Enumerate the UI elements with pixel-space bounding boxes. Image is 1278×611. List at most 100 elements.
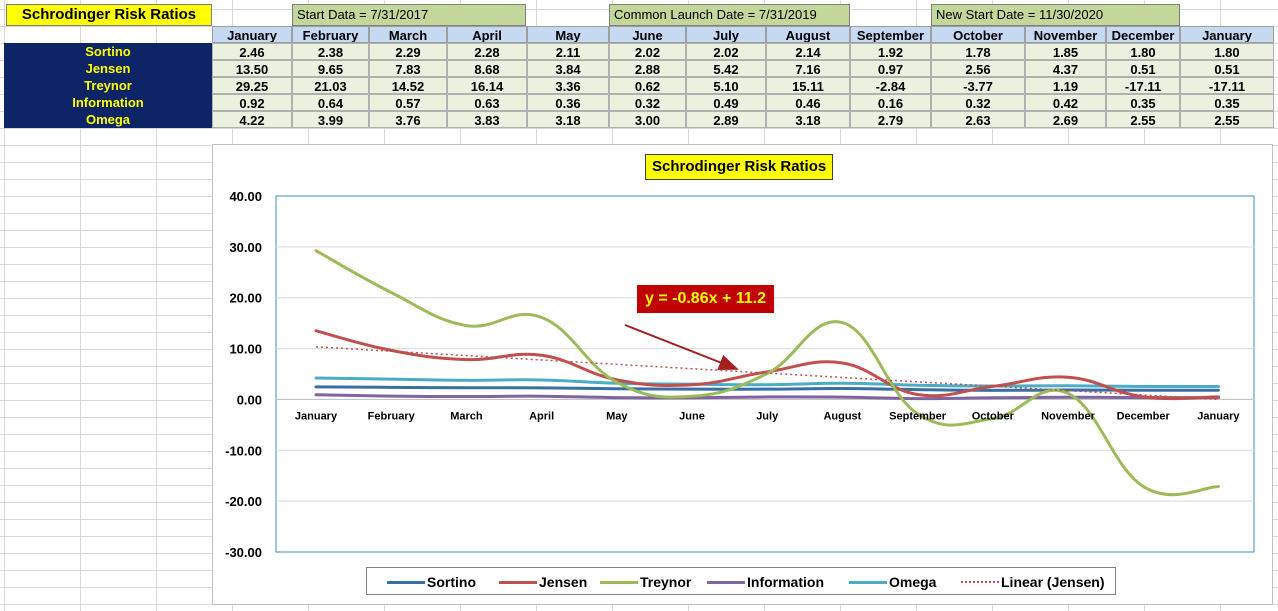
- table-cell[interactable]: -2.84: [850, 77, 931, 94]
- table-cell[interactable]: 0.97: [850, 60, 931, 77]
- month-header[interactable]: May: [527, 26, 609, 43]
- equation-arrow: [624, 324, 739, 370]
- legend-label: Information: [747, 574, 824, 590]
- table-cell[interactable]: 3.00: [609, 111, 686, 128]
- table-cell[interactable]: 8.68: [447, 60, 527, 77]
- new-start-banner[interactable]: New Start Date = 11/30/2020: [931, 4, 1180, 26]
- legend-swatch: [707, 580, 745, 584]
- sheet-title[interactable]: Schrodinger Risk Ratios: [6, 4, 212, 26]
- table-cell[interactable]: 21.03: [292, 77, 369, 94]
- table-cell[interactable]: 2.55: [1180, 111, 1274, 128]
- table-cell[interactable]: 1.78: [931, 43, 1025, 60]
- table-cell[interactable]: 1.92: [850, 43, 931, 60]
- table-cell[interactable]: 3.76: [369, 111, 447, 128]
- table-cell[interactable]: 14.52: [369, 77, 447, 94]
- table-cell[interactable]: 3.18: [766, 111, 850, 128]
- month-header[interactable]: February: [292, 26, 369, 43]
- legend-item: Linear (Jensen): [961, 568, 1104, 596]
- y-tick-label: 20.00: [229, 291, 262, 306]
- table-cell[interactable]: 0.32: [609, 94, 686, 111]
- table-cell[interactable]: 2.38: [292, 43, 369, 60]
- table-cell[interactable]: 0.51: [1106, 60, 1180, 77]
- table-cell[interactable]: 2.02: [609, 43, 686, 60]
- table-cell[interactable]: -17.11: [1106, 77, 1180, 94]
- table-cell[interactable]: 3.83: [447, 111, 527, 128]
- row-label[interactable]: Information: [4, 94, 212, 111]
- legend-swatch: [387, 580, 425, 584]
- table-cell[interactable]: 0.57: [369, 94, 447, 111]
- table-cell[interactable]: 0.35: [1180, 94, 1274, 111]
- table-cell[interactable]: 7.16: [766, 60, 850, 77]
- table-cell[interactable]: 0.49: [686, 94, 766, 111]
- table-cell[interactable]: -17.11: [1180, 77, 1274, 94]
- table-cell[interactable]: 0.64: [292, 94, 369, 111]
- table-cell[interactable]: 0.35: [1106, 94, 1180, 111]
- table-cell[interactable]: 0.62: [609, 77, 686, 94]
- table-cell[interactable]: 0.92: [212, 94, 292, 111]
- table-cell[interactable]: 0.32: [931, 94, 1025, 111]
- table-cell[interactable]: 5.10: [686, 77, 766, 94]
- table-cell[interactable]: 3.18: [527, 111, 609, 128]
- table-cell[interactable]: 2.69: [1025, 111, 1106, 128]
- month-header[interactable]: October: [931, 26, 1025, 43]
- table-cell[interactable]: 0.51: [1180, 60, 1274, 77]
- table-cell[interactable]: -3.77: [931, 77, 1025, 94]
- month-header[interactable]: November: [1025, 26, 1106, 43]
- table-cell[interactable]: 2.89: [686, 111, 766, 128]
- table-cell[interactable]: 1.19: [1025, 77, 1106, 94]
- row-label[interactable]: Sortino: [4, 43, 212, 60]
- table-cell[interactable]: 0.42: [1025, 94, 1106, 111]
- table-cell[interactable]: 2.63: [931, 111, 1025, 128]
- month-header[interactable]: August: [766, 26, 850, 43]
- legend-swatch: [961, 581, 999, 583]
- table-cell[interactable]: 4.22: [212, 111, 292, 128]
- month-header[interactable]: September: [850, 26, 931, 43]
- x-tick-label: June: [679, 410, 705, 422]
- table-cell[interactable]: 2.28: [447, 43, 527, 60]
- month-header[interactable]: December: [1106, 26, 1180, 43]
- table-cell[interactable]: 7.83: [369, 60, 447, 77]
- row-label[interactable]: Omega: [4, 111, 212, 128]
- table-cell[interactable]: 2.55: [1106, 111, 1180, 128]
- plot-area: [275, 195, 1255, 553]
- table-cell[interactable]: 16.14: [447, 77, 527, 94]
- y-tick-label: -30.00: [225, 545, 262, 560]
- launch-date-banner[interactable]: Common Launch Date = 7/31/2019: [609, 4, 850, 26]
- x-tick-label: January: [1197, 410, 1240, 422]
- month-header[interactable]: June: [609, 26, 686, 43]
- start-date-banner[interactable]: Start Data = 7/31/2017: [292, 4, 526, 26]
- table-cell[interactable]: 0.46: [766, 94, 850, 111]
- table-cell[interactable]: 2.56: [931, 60, 1025, 77]
- table-cell[interactable]: 29.25: [212, 77, 292, 94]
- table-cell[interactable]: 2.29: [369, 43, 447, 60]
- table-cell[interactable]: 2.88: [609, 60, 686, 77]
- table-cell[interactable]: 2.11: [527, 43, 609, 60]
- table-cell[interactable]: 2.79: [850, 111, 931, 128]
- legend-label: Omega: [889, 574, 937, 590]
- table-cell[interactable]: 9.65: [292, 60, 369, 77]
- chart-container[interactable]: 40.00 30.00 20.00 10.00 0.00 -10.00 -20.00 -30.…: [212, 144, 1273, 605]
- table-cell[interactable]: 1.85: [1025, 43, 1106, 60]
- table-cell[interactable]: 2.46: [212, 43, 292, 60]
- month-header[interactable]: January: [1180, 26, 1274, 43]
- table-cell[interactable]: 0.36: [527, 94, 609, 111]
- table-cell[interactable]: 3.84: [527, 60, 609, 77]
- table-cell[interactable]: 1.80: [1106, 43, 1180, 60]
- table-cell[interactable]: 3.99: [292, 111, 369, 128]
- table-cell[interactable]: 3.36: [527, 77, 609, 94]
- table-cell[interactable]: 5.42: [686, 60, 766, 77]
- table-cell[interactable]: 2.14: [766, 43, 850, 60]
- table-cell[interactable]: 2.02: [686, 43, 766, 60]
- month-header[interactable]: March: [369, 26, 447, 43]
- table-cell[interactable]: 1.80: [1180, 43, 1274, 60]
- month-header[interactable]: July: [686, 26, 766, 43]
- row-label[interactable]: Jensen: [4, 60, 212, 77]
- table-cell[interactable]: 4.37: [1025, 60, 1106, 77]
- table-cell[interactable]: 0.63: [447, 94, 527, 111]
- month-header[interactable]: January: [212, 26, 292, 43]
- row-label[interactable]: Treynor: [4, 77, 212, 94]
- table-cell[interactable]: 15.11: [766, 77, 850, 94]
- month-header[interactable]: April: [447, 26, 527, 43]
- table-cell[interactable]: 13.50: [212, 60, 292, 77]
- table-cell[interactable]: 0.16: [850, 94, 931, 111]
